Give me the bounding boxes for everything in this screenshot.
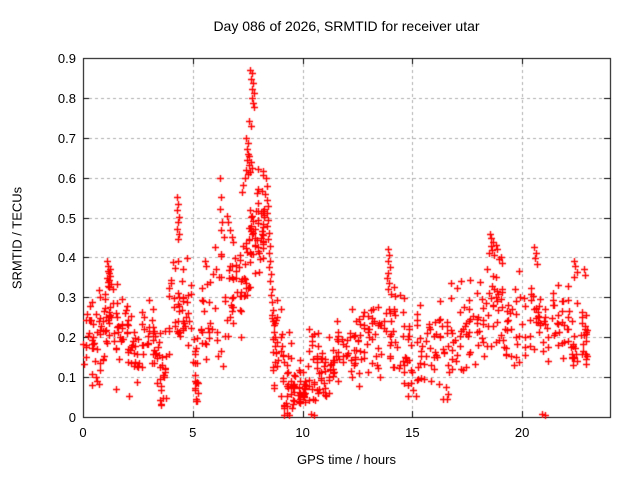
y-tick-label: 0.7 bbox=[57, 130, 76, 146]
y-tick-label: 0.5 bbox=[57, 210, 76, 226]
y-tick-label: 0.1 bbox=[57, 370, 76, 386]
y-axis-label: SRMTID / TECUs bbox=[9, 186, 25, 290]
x-axis-label: GPS time / hours bbox=[297, 452, 396, 467]
x-tick-label: 20 bbox=[514, 425, 530, 440]
y-tick-label: 0 bbox=[68, 410, 76, 425]
x-tick-label: 10 bbox=[295, 425, 310, 440]
y-tick-label: 0.4 bbox=[57, 250, 76, 266]
x-tick-label: 5 bbox=[189, 425, 197, 440]
y-tick-label: 0.6 bbox=[57, 170, 76, 186]
chart-title: Day 086 of 2026, SRMTID for receiver uta… bbox=[213, 18, 480, 34]
x-tick-label: 15 bbox=[405, 425, 420, 440]
y-tick-label: 0.8 bbox=[57, 90, 76, 106]
y-tick-label: 0.9 bbox=[57, 51, 76, 66]
y-tick-label: 0.3 bbox=[57, 290, 76, 306]
x-tick-label: 0 bbox=[79, 425, 87, 440]
y-tick-label: 0.2 bbox=[57, 330, 76, 346]
